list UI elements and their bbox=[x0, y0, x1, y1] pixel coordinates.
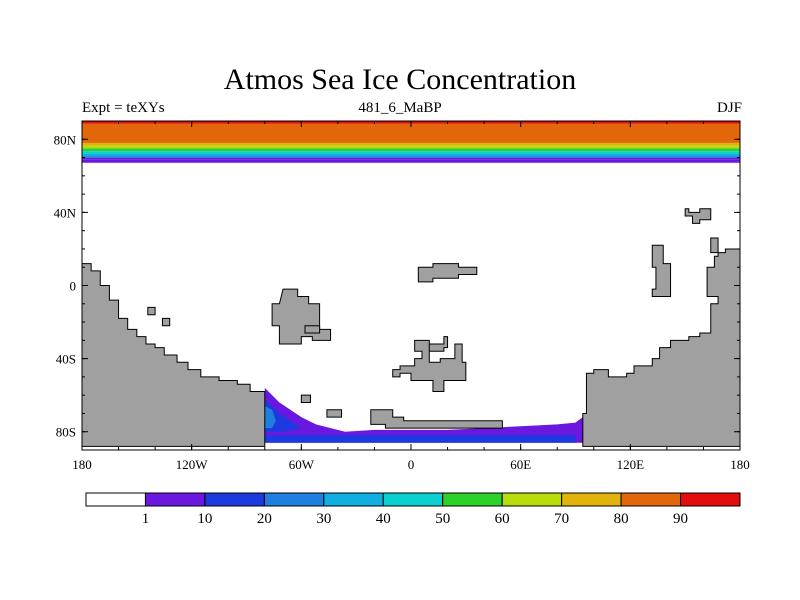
lon-tick-label: 60E bbox=[510, 457, 531, 472]
lon-tick-label: 60W bbox=[289, 457, 315, 472]
colorbar-swatch bbox=[620, 492, 682, 507]
colorbar-swatch bbox=[204, 492, 265, 507]
colorbar-label: 60 bbox=[495, 511, 510, 527]
colorbar-swatch bbox=[561, 492, 622, 507]
land-mass bbox=[300, 394, 311, 403]
lat-tick-label: 0 bbox=[70, 279, 77, 294]
colorbar-swatch bbox=[263, 492, 325, 507]
arctic-ice-band bbox=[82, 156, 740, 158]
lat-tick-label: 80N bbox=[54, 132, 77, 147]
season-label: DJF bbox=[716, 100, 742, 116]
colorbar-swatch bbox=[382, 492, 444, 507]
colorbar-label: 80 bbox=[614, 511, 629, 527]
page-title: Atmos Sea Ice Concentration bbox=[223, 63, 577, 96]
colorbar-label: 40 bbox=[376, 511, 391, 527]
arctic-ice-band bbox=[82, 148, 740, 152]
land-mass bbox=[271, 288, 332, 345]
colorbar-label: 1 bbox=[142, 511, 150, 527]
colorbar-label: 70 bbox=[554, 511, 569, 527]
arctic-ice-band bbox=[82, 123, 740, 143]
land-mass bbox=[392, 336, 467, 393]
colorbar-label: 30 bbox=[316, 511, 331, 527]
arctic-ice-band bbox=[82, 157, 740, 160]
colorbar-swatch bbox=[144, 492, 206, 507]
period-label: 481_6_MaBP bbox=[358, 100, 442, 116]
lat-tick-label: 40N bbox=[54, 205, 77, 220]
arctic-ice-band bbox=[82, 145, 740, 149]
colorbar-swatch bbox=[85, 492, 146, 507]
colorbar-label: 90 bbox=[673, 511, 688, 527]
colorbar-label: 50 bbox=[435, 511, 450, 527]
arctic-ice-band bbox=[82, 151, 740, 154]
colorbar-label: 10 bbox=[197, 511, 212, 527]
land-mass bbox=[326, 409, 343, 418]
lat-tick-label: 40S bbox=[56, 352, 76, 367]
lon-tick-label: 0 bbox=[408, 457, 415, 472]
antarctic-ice-region bbox=[250, 435, 576, 443]
lon-tick-label: 120E bbox=[617, 457, 645, 472]
colorbar-swatch bbox=[323, 492, 384, 507]
arctic-ice-edge bbox=[82, 159, 740, 163]
antarctic-ice-region bbox=[246, 387, 594, 443]
land-mass bbox=[417, 263, 478, 283]
lat-tick-label: 80S bbox=[56, 425, 76, 440]
colorbar-label: 20 bbox=[257, 511, 272, 527]
land-mass bbox=[684, 208, 712, 224]
land-mass bbox=[161, 317, 171, 327]
land-mass bbox=[370, 409, 503, 429]
lon-tick-label: 180 bbox=[730, 457, 750, 472]
land-mass bbox=[82, 263, 266, 447]
colorbar-swatch bbox=[680, 492, 741, 507]
antarctic-ice-region bbox=[264, 406, 276, 429]
colorbar-swatch bbox=[442, 492, 503, 507]
arctic-ice-band bbox=[82, 142, 740, 146]
colorbar-swatch bbox=[501, 492, 563, 507]
experiment-label: Expt = teXYs bbox=[82, 100, 165, 116]
land-mass bbox=[651, 244, 672, 297]
land-mass bbox=[147, 306, 156, 316]
land-mass bbox=[304, 325, 321, 334]
lon-tick-label: 120W bbox=[176, 457, 209, 472]
arctic-ice-band bbox=[82, 153, 740, 157]
land-mass bbox=[582, 248, 740, 447]
lon-tick-label: 180 bbox=[72, 457, 92, 472]
land-mass bbox=[710, 237, 719, 254]
